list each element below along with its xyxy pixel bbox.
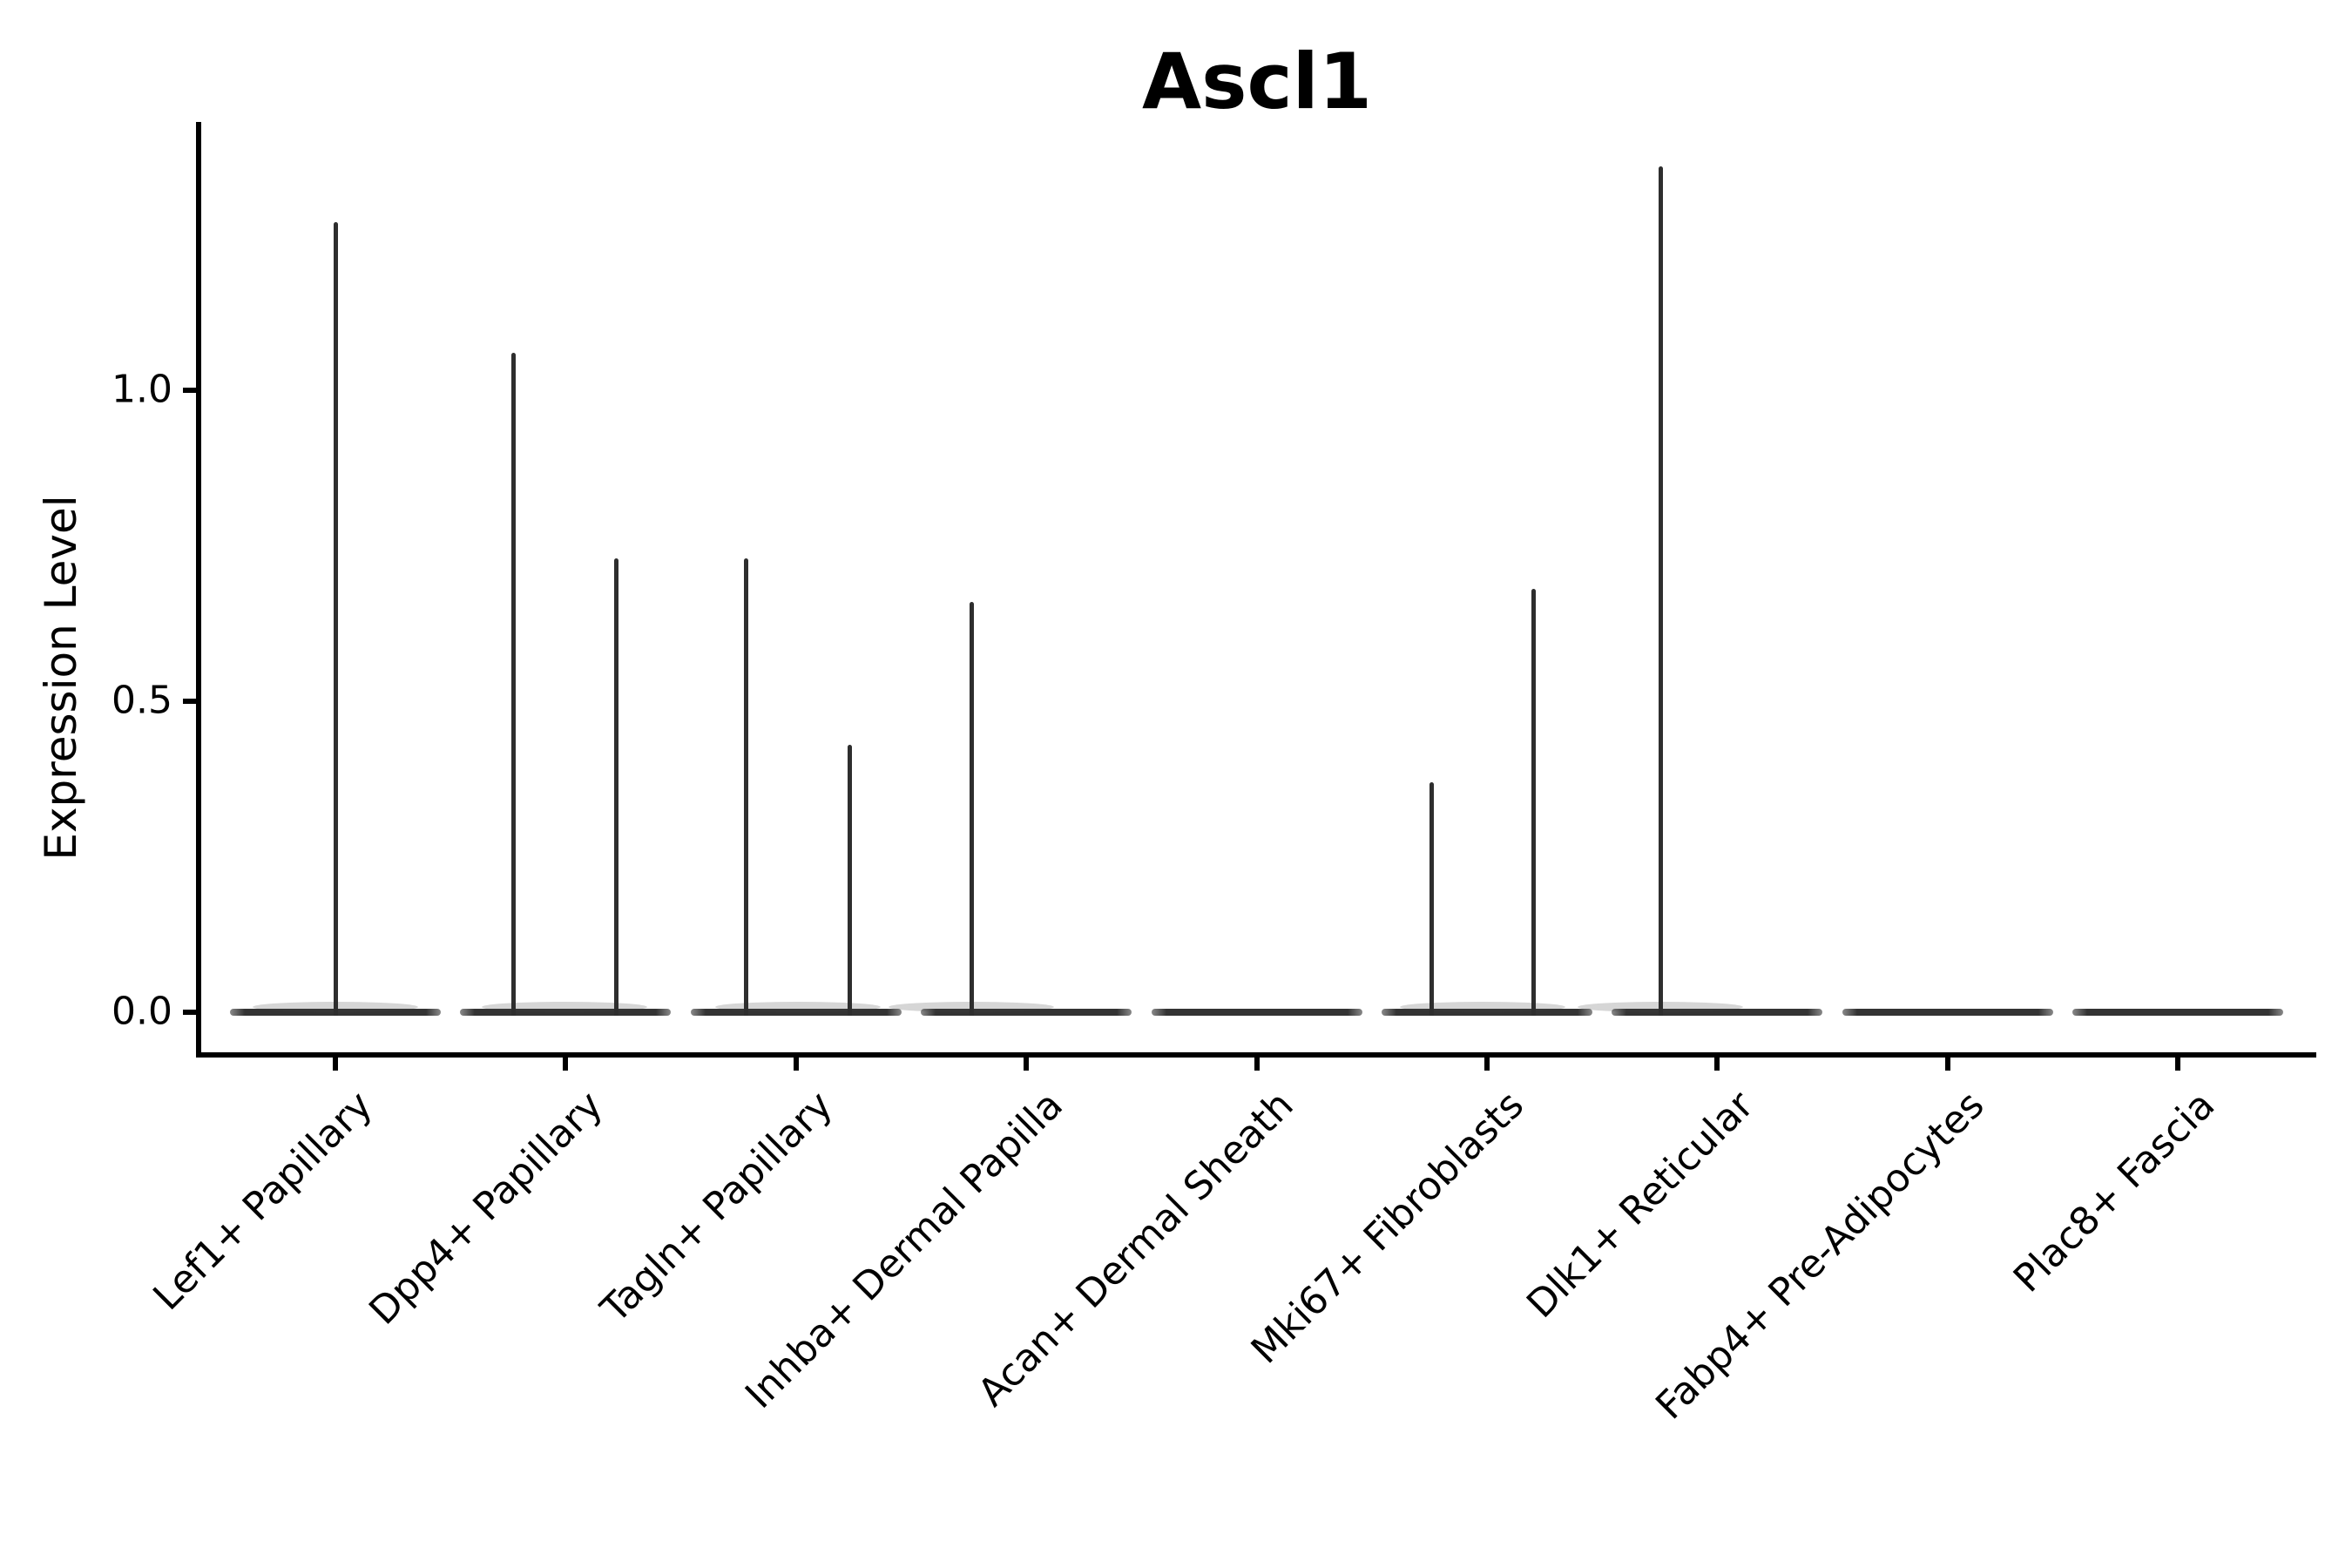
violin-base bbox=[690, 1009, 902, 1016]
y-tick bbox=[183, 1010, 196, 1015]
y-tick-label: 1.0 bbox=[112, 367, 172, 412]
x-tick-label: Tagln+ Papillary bbox=[592, 1083, 841, 1332]
violin-spike bbox=[333, 222, 338, 1016]
left-spine bbox=[196, 122, 201, 1058]
violin-spike bbox=[1429, 781, 1434, 1016]
violin-spike bbox=[510, 353, 516, 1016]
x-tick bbox=[333, 1058, 338, 1071]
x-tick bbox=[793, 1058, 799, 1071]
x-tick bbox=[1484, 1058, 1490, 1071]
violin-base bbox=[1382, 1009, 1592, 1016]
x-tick-label: Plac8+ Fascia bbox=[2004, 1083, 2224, 1301]
y-tick bbox=[183, 699, 196, 704]
violin-base bbox=[1151, 1009, 1362, 1016]
violin-spike bbox=[1531, 589, 1536, 1016]
x-tick bbox=[1944, 1058, 1950, 1071]
x-tick bbox=[1024, 1058, 1030, 1071]
violin-spike bbox=[969, 601, 974, 1016]
x-tick-label: Dpp4+ Papillary bbox=[360, 1083, 612, 1334]
x-tick-label: Lef1+ Papillary bbox=[144, 1083, 382, 1320]
violin-base bbox=[921, 1009, 1132, 1016]
violin-kde-bump bbox=[715, 1002, 882, 1012]
x-tick bbox=[1714, 1058, 1720, 1071]
violin-spike bbox=[613, 558, 618, 1016]
violin-spike bbox=[1658, 166, 1663, 1016]
bottom-spine bbox=[196, 1052, 2316, 1058]
y-tick-label: 0.5 bbox=[112, 678, 172, 723]
x-tick bbox=[563, 1058, 569, 1071]
violin-kde-bump bbox=[482, 1002, 648, 1012]
plot-title: Ascl1 bbox=[1141, 37, 1373, 126]
violin-spike bbox=[848, 744, 853, 1016]
y-tick bbox=[183, 388, 196, 393]
y-tick-label: 0.0 bbox=[112, 989, 172, 1034]
violin-base bbox=[2072, 1009, 2284, 1016]
violin-base bbox=[460, 1009, 672, 1016]
x-tick bbox=[2175, 1058, 2181, 1071]
x-tick bbox=[1254, 1058, 1260, 1071]
violin-base bbox=[1842, 1009, 2053, 1016]
violin-spike bbox=[744, 558, 749, 1016]
x-tick-label: Dlk1+ Reticular bbox=[1518, 1083, 1763, 1327]
violin-base bbox=[1612, 1009, 1823, 1016]
violin-kde-bump bbox=[1399, 1002, 1565, 1012]
